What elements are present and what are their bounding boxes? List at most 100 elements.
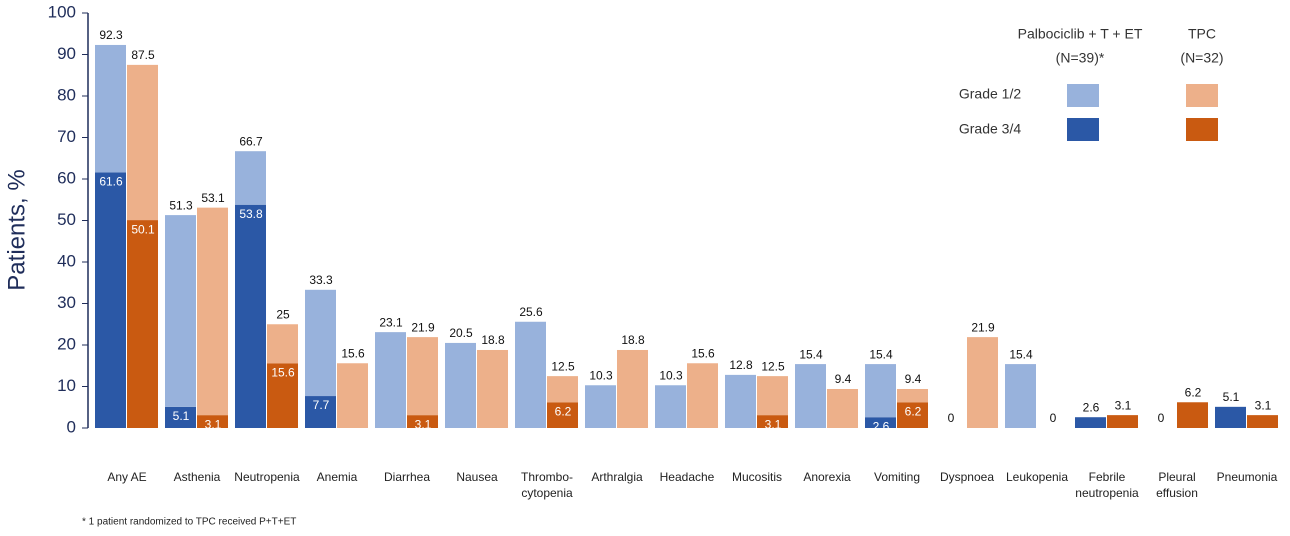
bar-total-label: 51.3 [169, 198, 193, 212]
y-tick-label: 80 [57, 85, 76, 104]
bar-grade-3-4 [165, 406, 196, 428]
bar-grade-3-4 [407, 415, 438, 428]
x-tick-label: Anorexia [803, 470, 851, 484]
bar-total-label: 18.8 [621, 333, 645, 347]
bar-total-label: 15.6 [341, 346, 365, 360]
bar-grade-1-2 [515, 321, 546, 428]
bar-grade-1-2 [1005, 364, 1036, 428]
bar-grade-3-4 [197, 415, 228, 428]
bar-total-label: 92.3 [99, 28, 123, 42]
bar-grade-1-2 [967, 337, 998, 428]
bar-total-label: 6.2 [1185, 385, 1202, 399]
bar-total-label: 3.1 [1115, 398, 1132, 412]
bar-grade-3-4 [235, 204, 266, 428]
bar-inner-label: 5.1 [173, 409, 190, 423]
legend-label: Grade 1/2 [959, 86, 1021, 102]
bar-grade-1-2 [165, 215, 196, 407]
bar-total-label: 10.3 [659, 368, 683, 382]
bar-total-label: 10.3 [589, 368, 613, 382]
bar-total-label: 21.9 [411, 320, 435, 334]
bar-grade-1-2 [127, 64, 158, 221]
footnote: * 1 patient randomized to TPC received P… [82, 517, 296, 528]
bar-total-label: 15.4 [1009, 347, 1033, 361]
x-tick-label: neutropenia [1075, 486, 1139, 500]
bar-grade-3-4 [267, 363, 298, 428]
bar-grade-1-2 [897, 388, 928, 403]
x-tick-label: Dyspnoea [940, 470, 994, 484]
bar-total-label: 15.4 [869, 347, 893, 361]
bar-grade-3-4 [95, 172, 126, 428]
bar-grade-1-2 [407, 337, 438, 416]
bar-inner-label: 6.2 [555, 404, 572, 418]
bar-total-label: 5.1 [1223, 390, 1240, 404]
bar-inner-label: 50.1 [131, 222, 155, 236]
legend-swatch [1186, 118, 1218, 141]
bar-total-label: 25.6 [519, 305, 543, 319]
bar-inner-label: 15.6 [271, 365, 295, 379]
bar-total-label: 15.4 [799, 347, 823, 361]
x-tick-label: Nausea [456, 470, 498, 484]
bar-grade-1-2 [445, 342, 476, 428]
bar-grade-1-2 [757, 376, 788, 416]
bar-grade-3-4 [547, 402, 578, 428]
bar-total-label: 0 [948, 411, 955, 425]
bar-inner-label: 7.7 [313, 398, 330, 412]
bar-grade-1-2 [617, 349, 648, 428]
bar-grade-3-4 [865, 417, 896, 428]
bar-total-label: 33.3 [309, 273, 333, 287]
bar-grade-1-2 [795, 364, 826, 428]
bar-grade-3-4 [1247, 415, 1278, 428]
bar-grade-3-4 [127, 220, 158, 428]
x-tick-label: Arthralgia [591, 470, 643, 484]
bar-total-label: 53.1 [201, 191, 225, 205]
legend-swatch [1186, 84, 1218, 107]
bar-inner-label: 3.1 [415, 417, 432, 431]
bar-total-label: 20.5 [449, 326, 473, 340]
x-tick-label: Mucositis [732, 470, 782, 484]
bar-total-label: 0 [1158, 411, 1165, 425]
y-tick-label: 100 [48, 2, 76, 21]
x-tick-label: Febrile [1089, 470, 1126, 484]
legend-group: Palbociclib + T + ET [1018, 26, 1143, 42]
bar-inner-label: 6.2 [905, 404, 922, 418]
bar-total-label: 12.8 [729, 358, 753, 372]
bar-grade-1-2 [197, 207, 228, 416]
x-tick-label: Asthenia [174, 470, 221, 484]
x-tick-label: cytopenia [521, 486, 573, 500]
bar-grade-1-2 [865, 364, 896, 418]
bar-grade-1-2 [305, 289, 336, 397]
bar-total-label: 18.8 [481, 333, 505, 347]
y-tick-label: 90 [57, 44, 76, 63]
x-tick-label: Pleural [1158, 470, 1195, 484]
x-tick-label: Diarrhea [384, 470, 430, 484]
bar-inner-label: 3.1 [205, 417, 222, 431]
bar-grade-1-2 [725, 374, 756, 428]
bar-grade-3-4 [757, 415, 788, 428]
y-tick-label: 70 [57, 127, 76, 146]
legend-swatch [1067, 84, 1099, 107]
bar-grade-1-2 [827, 388, 858, 428]
legend-group: TPC [1188, 26, 1216, 42]
bar-grade-3-4 [1107, 415, 1138, 428]
bar-grade-3-4 [1215, 406, 1246, 428]
bar-total-label: 3.1 [1255, 398, 1272, 412]
bar-total-label: 25 [276, 307, 290, 321]
bar-inner-label: 53.8 [239, 207, 263, 221]
bar-total-label: 12.5 [551, 359, 575, 373]
x-tick-label: Vomiting [874, 470, 920, 484]
x-tick-label: Neutropenia [234, 470, 300, 484]
bar-grade-1-2 [585, 385, 616, 428]
y-axis-title: Patients, % [3, 169, 30, 290]
bar-total-label: 2.6 [1083, 400, 1100, 414]
bar-total-label: 23.1 [379, 315, 403, 329]
bar-inner-label: 61.6 [99, 175, 123, 189]
bar-grade-3-4 [1075, 417, 1106, 428]
bar-inner-label: 2.6 [873, 419, 890, 433]
y-tick-label: 10 [57, 376, 76, 395]
y-tick-label: 20 [57, 334, 76, 353]
x-tick-label: effusion [1156, 486, 1198, 500]
x-tick-label: Anemia [317, 470, 358, 484]
x-tick-label: Thrombo- [521, 470, 573, 484]
y-tick-label: 60 [57, 168, 76, 187]
y-tick-label: 0 [67, 417, 76, 436]
